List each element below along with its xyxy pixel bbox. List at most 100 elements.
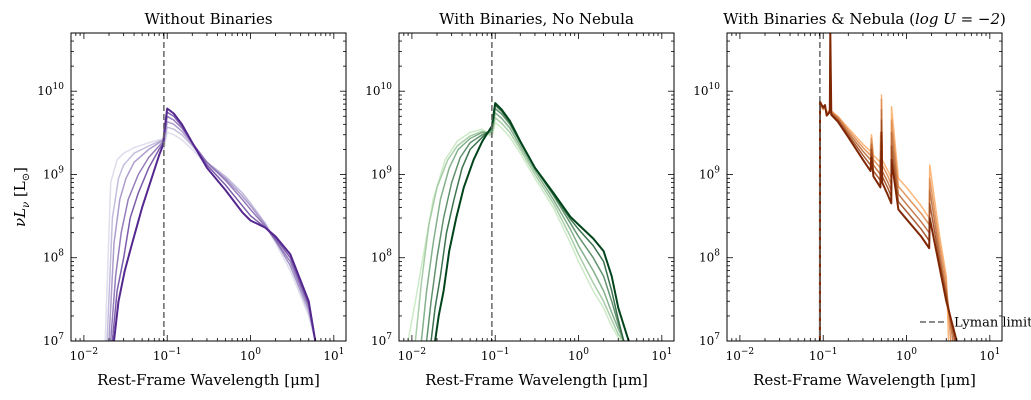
series-group	[818, 33, 958, 341]
y-tick-label: 109	[371, 165, 392, 181]
x-tick-label-exp: −1	[824, 347, 837, 357]
x-tick-label-exp: 0	[255, 347, 261, 357]
x-tick-label-base: 10	[896, 349, 911, 363]
y-tick-label-exp: 7	[714, 332, 720, 342]
x-tick-label: 10−2	[398, 347, 427, 363]
y-tick-label: 108	[43, 249, 64, 265]
y-tick-label-exp: 9	[714, 165, 720, 175]
x-tick-label: 10−1	[809, 347, 838, 363]
y-tick-label-base: 10	[43, 251, 58, 265]
series-line	[108, 120, 317, 341]
x-tick-label-exp: −1	[496, 347, 509, 357]
x-axis-label: Rest-Frame Wavelength [μm]	[97, 371, 320, 389]
x-tick-label: 10−2	[726, 347, 755, 363]
x-tick-label: 101	[651, 347, 672, 363]
panel-title-text: With Binaries & Nebula (	[723, 10, 915, 28]
plot-frame	[726, 32, 1003, 342]
x-tick-label: 100	[568, 347, 589, 363]
series-line	[113, 107, 317, 341]
panel-with-binaries-and-nebula: With Binaries & Nebula (log U = −2) Rest…	[693, 10, 1031, 389]
x-tick-label-base: 10	[323, 349, 338, 363]
y-tick-label: 107	[43, 332, 64, 348]
x-tick-label-base: 10	[568, 349, 583, 363]
x-tick-label: 100	[240, 347, 261, 363]
y-tick-label-exp: 9	[58, 165, 64, 175]
y-tick-label-exp: 10	[381, 82, 393, 92]
x-axis-label: Rest-Frame Wavelength [μm]	[425, 371, 648, 389]
x-tick-label-exp: −2	[741, 347, 754, 357]
x-tick-label: 101	[323, 347, 344, 363]
series-line	[407, 121, 625, 341]
x-tick-label: 101	[979, 347, 1000, 363]
y-tick-label-exp: 8	[58, 249, 64, 259]
x-tick-label: 10−1	[153, 347, 182, 363]
y-tick-label-exp: 8	[714, 249, 720, 259]
x-tick-label: 10−2	[70, 347, 99, 363]
series-line	[414, 116, 625, 341]
x-tick-label-exp: 0	[911, 347, 917, 357]
series-line	[111, 111, 317, 341]
panel-title: Without Binaries	[144, 10, 272, 28]
x-tick-label-base: 10	[240, 349, 255, 363]
x-tick-label: 10−1	[481, 347, 510, 363]
series-line	[434, 102, 630, 341]
x-tick-label-exp: 0	[583, 347, 589, 357]
y-tick-label-exp: 7	[386, 332, 392, 342]
y-tick-label: 1010	[693, 82, 720, 98]
y-tick-label-base: 10	[371, 251, 386, 265]
panel-title-close: )	[1000, 10, 1006, 28]
panel-title: With Binaries, No Nebula	[439, 10, 634, 28]
x-tick-label-base: 10	[398, 349, 413, 363]
y-tick-label: 108	[699, 249, 720, 265]
y-tick-label-base: 10	[699, 334, 714, 348]
x-tick-label-exp: 1	[667, 347, 673, 357]
y-tick-label-base: 10	[699, 167, 714, 181]
legend-label: Lyman limit	[954, 316, 1031, 331]
y-tick-label-exp: 9	[386, 165, 392, 175]
y-tick-label: 109	[699, 165, 720, 181]
x-tick-label-base: 10	[70, 349, 85, 363]
series-line	[430, 104, 625, 341]
panel-without-binaries: Without Binaries Rest-Frame Wavelength […	[11, 10, 347, 389]
plot-frame	[398, 32, 675, 342]
x-axis-label: Rest-Frame Wavelength [μm]	[753, 371, 976, 389]
y-axis-label: νLν [L⊙]	[11, 167, 32, 227]
y-tick-label-base: 10	[43, 167, 58, 181]
panel-title-math: log U = −2	[915, 10, 1000, 28]
x-tick-label-exp: −1	[168, 347, 181, 357]
y-tick-label: 107	[699, 332, 720, 348]
y-tick-label-base: 10	[693, 84, 708, 98]
y-tick-label-exp: 8	[386, 249, 392, 259]
y-tick-label: 108	[371, 249, 392, 265]
series-line	[818, 33, 958, 341]
x-tick-label-base: 10	[726, 349, 741, 363]
y-tick-label-base: 10	[371, 334, 386, 348]
y-tick-label-base: 10	[37, 84, 52, 98]
x-tick-label-exp: 1	[995, 347, 1001, 357]
y-tick-label-base: 10	[365, 84, 380, 98]
x-tick-label-base: 10	[809, 349, 824, 363]
x-tick-label-exp: −2	[85, 347, 98, 357]
series-line	[819, 40, 956, 341]
y-tick-label: 107	[371, 332, 392, 348]
y-tick-label-base: 10	[371, 167, 386, 181]
x-tick-label-base: 10	[153, 349, 168, 363]
y-tick-label-base: 10	[43, 334, 58, 348]
panel-with-binaries-no-nebula: With Binaries, No Nebula Rest-Frame Wave…	[365, 10, 675, 389]
y-tick-label-exp: 10	[709, 82, 721, 92]
y-tick-label: 1010	[365, 82, 392, 98]
panel-title: With Binaries & Nebula (log U = −2)	[723, 10, 1006, 28]
y-tick-label: 1010	[37, 82, 64, 98]
series-line	[420, 112, 625, 341]
x-tick-label-base: 10	[651, 349, 666, 363]
series-group	[104, 107, 317, 341]
series-line	[104, 131, 317, 341]
x-tick-label-base: 10	[481, 349, 496, 363]
y-tick-label-base: 10	[699, 251, 714, 265]
y-tick-label-exp: 10	[53, 82, 65, 92]
x-tick-label: 100	[896, 347, 917, 363]
x-tick-label-base: 10	[979, 349, 994, 363]
x-tick-label-exp: 1	[339, 347, 345, 357]
y-tick-label: 109	[43, 165, 64, 181]
